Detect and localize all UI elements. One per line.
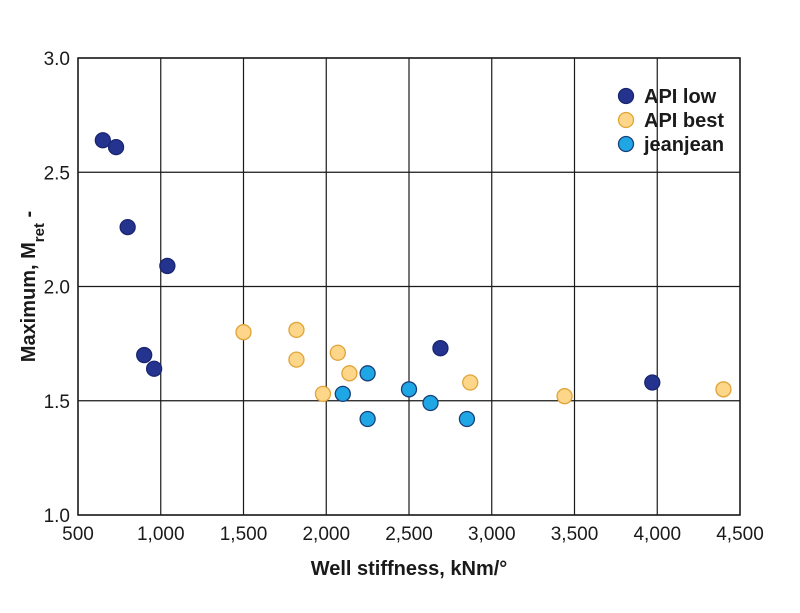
data-point-jeanjean (422, 394, 439, 412)
data-point-jeanjean (359, 365, 376, 382)
x-tick-label: 500 (62, 524, 94, 545)
data-point-api-low (136, 346, 153, 364)
data-point-api-best (314, 385, 332, 403)
legend-label-api-low: API low (644, 86, 717, 108)
y-axis-title: Maximum, Mret - (18, 211, 48, 362)
y-tick-label: 1.5 (44, 392, 70, 413)
data-point-api-low (94, 132, 111, 149)
x-tick-label: 3,000 (468, 524, 516, 545)
legend-label-jeanjean: jeanjean (643, 134, 724, 156)
data-point-api-low (644, 374, 661, 391)
data-point-api-best (462, 374, 479, 391)
x-tick-label: 2,500 (385, 524, 433, 545)
legend-marker-api-best (617, 111, 635, 129)
data-point-api-best (288, 321, 305, 339)
y-axis-title-base: Maximum, M (18, 242, 40, 362)
data-point-api-best (235, 324, 252, 341)
grid (77, 57, 741, 516)
data-point-api-best (556, 388, 573, 405)
x-tick-label: 1,000 (137, 524, 185, 545)
x-tick-label: 1,500 (220, 524, 268, 545)
data-point-api-low (119, 218, 136, 236)
legend-marker-jeanjean (617, 135, 635, 153)
data-point-jeanjean (400, 381, 418, 398)
legend-marker-api-low (617, 87, 635, 105)
data-point-jeanjean (458, 410, 476, 428)
data-point-api-low (432, 340, 449, 357)
data-point-api-best (715, 381, 732, 398)
x-tick-label: 3,500 (551, 524, 599, 545)
plot-frame (77, 57, 741, 516)
x-tick-label: 4,500 (716, 524, 764, 545)
x-tick-label: 4,000 (633, 524, 681, 545)
x-tick-label: 2,000 (302, 524, 350, 545)
y-tick-label: 3.0 (44, 49, 70, 70)
y-tick-label: 2.0 (44, 278, 70, 299)
data-point-api-best (329, 344, 346, 361)
x-axis-title: Well stiffness, kNm/° (311, 558, 508, 580)
data-point-api-low (159, 257, 176, 275)
y-tick-label: 2.5 (44, 163, 70, 184)
data-point-api-low (145, 360, 163, 377)
data-point-api-best (288, 351, 305, 368)
x-axis-ticks: 500 1,000 1,500 2,000 2,500 3,000 3,500 4,000 4,… (62, 524, 764, 545)
y-axis-title-subscript: ret (31, 223, 48, 242)
data-points (94, 132, 732, 428)
y-axis-ticks: 1.0 1.5 2.0 2.5 3.0 (44, 49, 70, 527)
y-axis-title-suffix: - (18, 211, 40, 223)
data-point-api-low (107, 138, 125, 156)
legend-label-api-best: API best (644, 110, 724, 132)
data-point-jeanjean (334, 385, 351, 403)
data-point-jeanjean (359, 410, 376, 428)
data-point-api-best (341, 365, 358, 382)
y-tick-label: 1.0 (44, 506, 70, 527)
